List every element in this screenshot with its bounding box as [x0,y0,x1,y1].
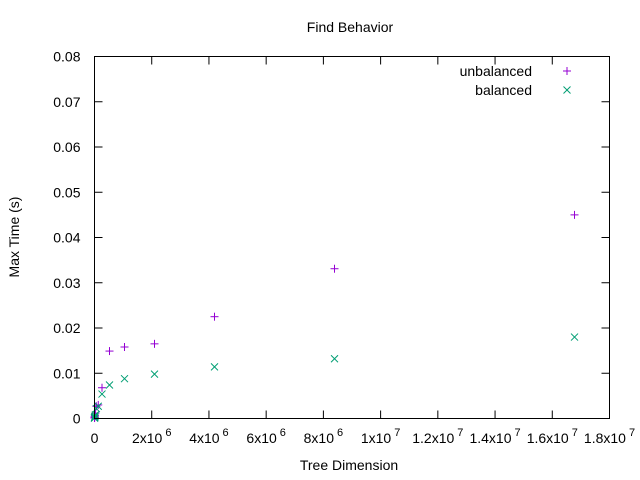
x-tick-label-exponent: 7 [394,427,400,439]
x-tick-label: 2x10 6 [132,427,171,446]
plot-area-border [94,56,610,419]
balanced-point [91,411,100,419]
balanced-point [570,333,579,341]
x-axis-label: Tree Dimension [300,457,398,473]
y-tick-label: 0 [73,411,81,427]
x-tick-label-exponent: 6 [223,427,229,439]
x-tick-label-exponent: 7 [629,427,635,439]
unbalanced-point [98,383,107,392]
y-tick-label: 0.02 [53,320,80,336]
x-tick-label-exponent: 6 [165,427,171,439]
x-tick-label-base: 0 [91,430,99,446]
y-tick-label: 0.05 [53,184,80,200]
balanced-point [210,363,219,371]
x-tick-label-exponent: 6 [337,427,343,439]
x-tick-label: 1.4x10 7 [469,427,520,446]
y-tick-label: 0.03 [53,275,80,291]
x-tick-label-base: 1x10 [361,430,392,446]
x-tick-label: 0 [91,430,99,446]
x-tick-label-base: 2x10 [132,430,163,446]
x-tick-label: 1.6x10 7 [527,427,578,446]
legend-label: balanced [475,82,532,98]
x-tick-label-base: 1.4x10 [469,430,511,446]
x-tick-label-exponent: 7 [515,427,521,439]
balanced-point [330,354,339,363]
x-tick-labels: 0 2x10 6 4x10 6 6x10 6 8x10 6 1x10 7 1.2x10 7 1.4x10 7… [91,427,635,446]
x-tick-label-exponent: 7 [457,427,463,439]
y-tick-label: 0.04 [53,230,80,246]
unbalanced-point [150,339,159,348]
balanced-point [120,374,129,383]
x-tick-label: 1.8x10 7 [584,427,635,446]
x-tick-label-base: 4x10 [189,430,220,446]
unbalanced-point [330,264,339,273]
x-tick-label: 4x10 6 [189,427,228,446]
unbalanced-point [210,312,219,321]
balanced-point [105,381,114,389]
legend-label: unbalanced [460,63,532,79]
y-tick-label: 0.08 [53,49,80,65]
x-tick-label-base: 1.8x10 [584,430,626,446]
x-tick-label: 1.2x10 7 [412,427,463,446]
balanced-point [98,390,106,398]
legend-marker-unbalanced [563,67,571,75]
y-axis-label: Max Time (s) [6,197,22,278]
x-tick-label-exponent: 7 [572,427,578,439]
x-tick-label: 6x10 6 [246,427,285,446]
x-tick-label: 1x10 7 [361,427,400,446]
unbalanced-point [105,347,114,356]
y-tick-label: 0.07 [53,94,80,110]
chart-title: Find Behavior [307,19,394,35]
x-tick-label: 8x10 6 [304,427,343,446]
x-tick-label-exponent: 6 [280,427,286,439]
unbalanced-point [94,400,103,409]
x-tick-label-base: 6x10 [246,430,277,446]
x-tick-label-base: 8x10 [304,430,335,446]
y-tick-label: 0.06 [53,139,80,155]
legend: unbalanced balanced [460,63,571,98]
unbalanced-point [570,210,579,219]
legend-marker-balanced [563,86,571,94]
y-tick-labels: 0 0.01 0.02 0.03 0.04 0.05 0.06 0.07 0.08 [53,49,80,427]
balanced-point [150,370,159,379]
balanced-point [94,402,103,411]
x-tick-label-base: 1.6x10 [527,430,569,446]
unbalanced-point [120,343,129,352]
y-tick-label: 0.01 [53,365,80,381]
x-tick-label-base: 1.2x10 [412,430,454,446]
